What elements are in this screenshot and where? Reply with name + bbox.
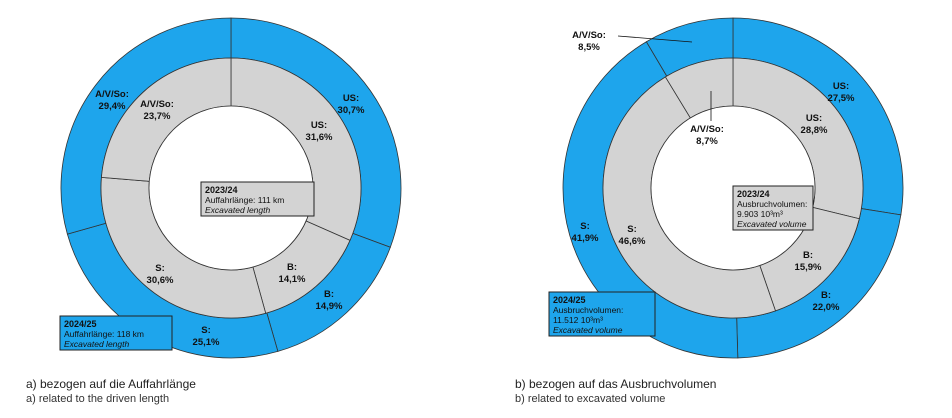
category-label: S: (580, 221, 590, 232)
label-outer-us: US: 30,7% (338, 93, 365, 116)
label-inner-s: S: 30,6% (147, 263, 174, 286)
value-label: 30,7% (338, 105, 365, 116)
donut-chart-auffahrlaenge: US: 31,6%B: 14,1%S: 30,6%A/V/So: 23,7%US: 30,… (59, 17, 402, 359)
value-label: 41,9% (572, 233, 599, 244)
category-label: S: (155, 263, 165, 274)
legend-box-line-3: Excavated volume (553, 325, 623, 335)
label-inner-b: B: 15,9% (795, 250, 822, 273)
category-label: B: (803, 250, 813, 261)
value-label: 14,9% (316, 301, 343, 312)
value-label: 31,6% (306, 132, 333, 143)
value-label: 28,8% (801, 125, 828, 136)
caption-a-de: a) bezogen auf die Auffahrlänge (26, 377, 196, 391)
category-label: US: (833, 81, 849, 92)
legend-box-frame (548, 291, 656, 337)
label-outer-b: B: 14,9% (316, 289, 343, 312)
value-label: 27,5% (828, 93, 855, 104)
caption-a-en: a) related to the driven length (26, 393, 170, 405)
legend-box-line-2: Excavated length (64, 339, 129, 349)
value-label: 23,7% (144, 111, 171, 122)
caption-b-de: b) bezogen auf das Ausbruchvolumen (515, 377, 717, 391)
category-label: US: (806, 113, 822, 124)
legend-box-line-2: 11.512 10³m³ (553, 315, 603, 325)
category-label: A/V/So: (690, 124, 724, 135)
legend-box-line-0: 2023/24 (737, 189, 770, 199)
legend-box-line-0: 2024/25 (64, 319, 97, 329)
legend-box-line-0: 2023/24 (205, 185, 238, 195)
legend-box-line-1: Ausbruchvolumen: (553, 305, 623, 315)
caption-b: b) bezogen auf das Ausbruchvolumen b) re… (515, 377, 716, 407)
label-inner-avso: A/V/So: 23,7% (140, 99, 174, 122)
legend-box-line-2: Excavated length (205, 205, 270, 215)
value-label: 14,1% (279, 274, 306, 285)
category-label: S: (627, 224, 637, 235)
label-inner-us: US: 31,6% (306, 120, 333, 143)
label-outer-b: B: 22,0% (813, 290, 840, 313)
value-label: 8,7% (696, 136, 718, 147)
category-label: B: (821, 290, 831, 301)
label-inner-avso: A/V/So: 8,7% (690, 124, 724, 147)
caption-a: a) bezogen auf die Auffahrlänge a) relat… (26, 377, 196, 407)
category-label: B: (324, 289, 334, 300)
legend-box-line-1: Auffahrlänge: 111 km (205, 195, 284, 205)
legend-box-frame (732, 185, 814, 231)
value-label: 29,4% (99, 101, 126, 112)
donut-chart-ausbruchvolumen: US: 28,8%B: 15,9%S: 46,6%A/V/So: 8,7%US: 27,5… (548, 17, 904, 359)
value-label: 22,0% (813, 302, 840, 313)
category-label: US: (311, 120, 327, 131)
label-outer-s: S: 41,9% (572, 221, 599, 244)
category-label: US: (343, 93, 359, 104)
label-inner-us: US: 28,8% (801, 113, 828, 136)
label-inner-s: S: 46,6% (619, 224, 646, 247)
legend-box-line-1: Ausbruchvolumen: (737, 199, 807, 209)
category-label: A/V/So: (140, 99, 174, 110)
label-outer-s: S: 25,1% (193, 325, 220, 348)
legend-box-frame (59, 315, 173, 351)
label-outer-avso: A/V/So: 8,5% (572, 30, 606, 53)
category-label: A/V/So: (95, 89, 129, 100)
value-label: 25,1% (193, 337, 220, 348)
value-label: 46,6% (619, 236, 646, 247)
value-label: 15,9% (795, 262, 822, 273)
legend-box-line-1: Auffahrlänge: 118 km (64, 329, 144, 339)
label-inner-b: B: 14,1% (279, 262, 306, 285)
label-outer-avso: A/V/So: 29,4% (95, 89, 129, 112)
category-label: S: (201, 325, 211, 336)
caption-b-en: b) related to excavated volume (515, 393, 666, 405)
leader-line (617, 35, 693, 43)
label-outer-us: US: 27,5% (828, 81, 855, 104)
legend-box-frame (200, 181, 315, 217)
category-label: A/V/So: (572, 30, 606, 41)
legend-box-line-3: Excavated volume (737, 219, 807, 229)
value-label: 8,5% (578, 42, 600, 53)
legend-box-line-2: 9.903 10³m³ (737, 209, 783, 219)
category-label: B: (287, 262, 297, 273)
legend-box-line-0: 2024/25 (553, 295, 586, 305)
value-label: 30,6% (147, 275, 174, 286)
